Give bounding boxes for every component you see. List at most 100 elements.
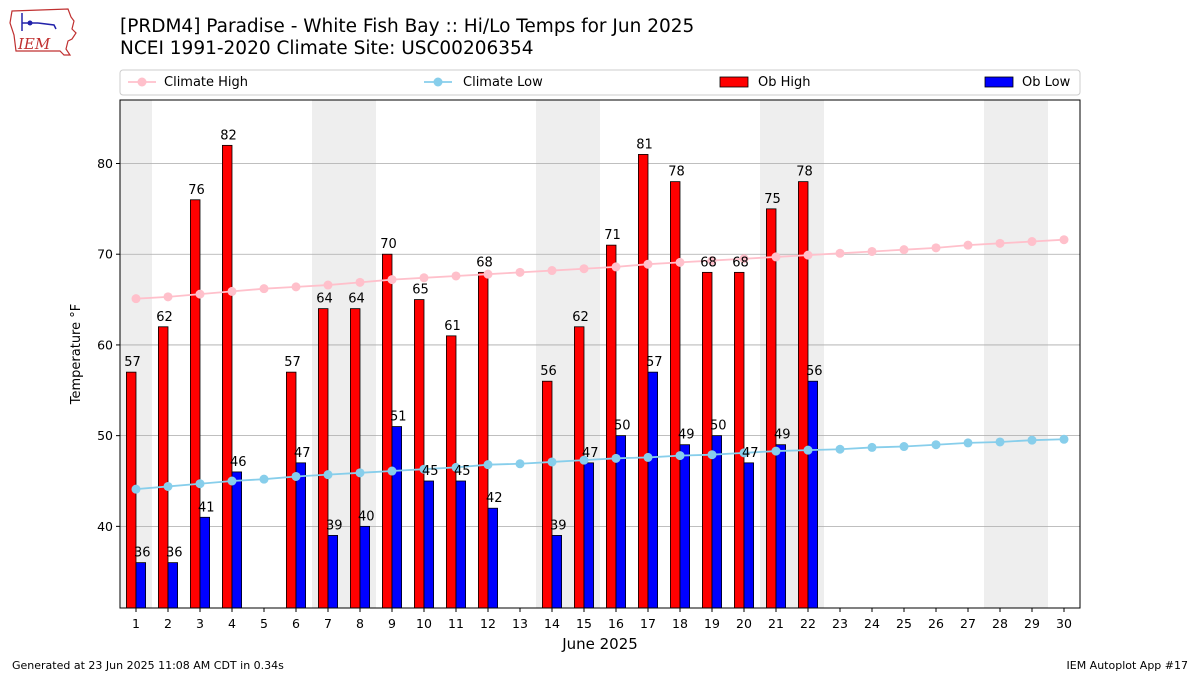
climate-low-point	[899, 442, 909, 452]
ob-low-label: 42	[486, 491, 503, 506]
title-line-2: NCEI 1991-2020 Climate Site: USC00206354	[120, 38, 534, 59]
ob-high-label: 75	[764, 192, 781, 207]
ob-high-label: 62	[156, 310, 173, 325]
climate-low-point	[483, 460, 493, 470]
climate-low-point	[675, 451, 685, 461]
x-tick-label: 24	[864, 616, 880, 631]
ob-low-label: 49	[774, 428, 791, 443]
ob-low-label: 40	[358, 509, 375, 524]
ob-low-bar	[711, 435, 723, 609]
climate-low-point	[1027, 435, 1037, 445]
x-tick-label: 25	[896, 616, 912, 631]
x-tick-label: 17	[640, 616, 656, 631]
ob-low-label: 36	[134, 546, 151, 561]
climate-low-point	[803, 445, 813, 455]
ob-high-label: 61	[444, 319, 461, 334]
x-tick-label: 19	[704, 616, 720, 631]
x-tick-label: 26	[928, 616, 944, 631]
x-tick-label: 3	[196, 616, 204, 631]
footer-generated-text: Generated at 23 Jun 2025 11:08 AM CDT in…	[12, 659, 284, 672]
ob-high-label: 62	[572, 310, 589, 325]
climate-low-point	[1059, 434, 1069, 444]
climate-low-point	[291, 471, 301, 481]
ob-low-label: 41	[198, 500, 215, 515]
x-tick-label: 7	[324, 616, 332, 631]
climate-high-point	[579, 264, 589, 274]
climate-low-point	[739, 448, 749, 458]
climate-high-point	[131, 294, 141, 304]
x-tick-label: 28	[992, 616, 1008, 631]
ob-high-bar	[477, 271, 489, 609]
x-tick-label: 8	[356, 616, 364, 631]
climate-low-point	[355, 468, 365, 478]
weekend-band	[984, 100, 1016, 608]
legend-item-climate-high: Climate High	[128, 75, 248, 90]
climate-high-point	[515, 267, 525, 277]
legend-label: Climate High	[164, 75, 248, 90]
ob-high-label: 70	[380, 237, 397, 252]
climate-high-point	[771, 252, 781, 262]
legend-label: Ob High	[758, 75, 811, 90]
x-tick-label: 1	[132, 616, 140, 631]
ob-high-bar	[221, 144, 233, 609]
legend-label: Climate Low	[463, 75, 543, 90]
data-labels: 57 62 76 82 57 64 64 70 65 61 68 56 62 71 81 78 68 68 75 78…	[124, 128, 822, 560]
ob-high-label: 65	[412, 283, 429, 298]
climate-high-point	[451, 271, 461, 281]
ob-high-bar	[702, 271, 713, 609]
ob-low-label: 47	[294, 446, 311, 461]
ob-low-bar	[391, 426, 403, 609]
title-line-1: [PRDM4] Paradise - White Fish Bay :: Hi/…	[120, 16, 695, 37]
climate-low-line	[135, 438, 1065, 491]
ob-high-label: 71	[604, 228, 621, 243]
climate-high-point	[259, 284, 269, 294]
ob-high-label: 81	[636, 137, 653, 152]
x-tick-label: 29	[1024, 616, 1040, 631]
climate-high-point	[419, 273, 429, 283]
ob-high-bar	[381, 253, 393, 609]
x-tick-label: 15	[576, 616, 592, 631]
climate-low-point	[419, 464, 429, 474]
climate-high-point	[291, 282, 301, 292]
climate-lines	[131, 235, 1069, 494]
x-tick-label: 6	[292, 616, 300, 631]
plot-frame	[119, 99, 1081, 609]
climate-high-point	[1027, 237, 1037, 247]
climate-low-point	[131, 484, 141, 494]
ob-low-bar	[583, 462, 595, 609]
ob-high-bar	[157, 326, 169, 609]
climate-high-point	[643, 259, 653, 269]
ob-low-bar	[167, 562, 179, 609]
climate-low-point	[835, 444, 845, 454]
legend-item-ob-high: Ob High	[719, 75, 811, 90]
ob-low-bar	[647, 371, 659, 609]
y-tick-label: 70	[97, 247, 113, 262]
weekend-band	[1016, 100, 1048, 608]
climate-high-point	[707, 256, 717, 266]
climate-high-point	[611, 262, 621, 272]
climate-low-point	[771, 446, 781, 456]
y-tick-label: 40	[97, 519, 113, 534]
y-axis-label: Temperature °F	[69, 304, 84, 405]
ob-high-bar	[798, 181, 809, 609]
ob-low-label: 39	[326, 518, 343, 533]
climate-high-point	[835, 248, 845, 258]
x-tick-label: 22	[800, 616, 816, 631]
ob-high-bar	[766, 208, 777, 609]
climate-low-point	[931, 440, 941, 450]
ob-low-bar	[423, 480, 435, 609]
climate-low-point	[515, 459, 525, 469]
ob-low-label: 45	[422, 464, 439, 479]
x-tick-label: 13	[512, 616, 528, 631]
ob-low-bar	[327, 535, 339, 609]
ob-low-label: 49	[678, 428, 695, 443]
climate-high-point	[931, 243, 941, 253]
legend-label: Ob Low	[1022, 75, 1071, 90]
logo-text: IEM	[17, 35, 51, 53]
climate-low-point	[387, 466, 397, 476]
climate-low-point	[227, 476, 237, 486]
ob-low-label: 45	[454, 464, 471, 479]
legend: Climate High Climate Low Ob High Ob Low	[119, 69, 1081, 96]
ob-low-bar	[231, 471, 243, 609]
climate-high-point	[995, 238, 1005, 248]
